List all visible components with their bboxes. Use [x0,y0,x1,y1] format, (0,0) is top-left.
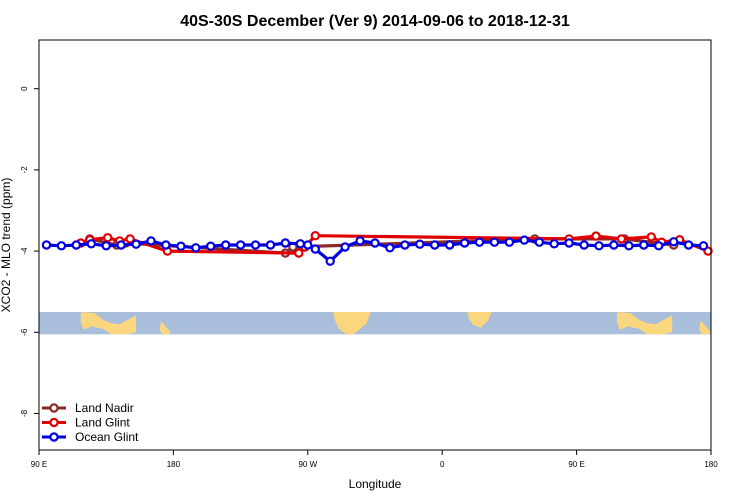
data-point [594,241,604,251]
series-line [46,238,704,263]
data-point [698,241,709,251]
legend-item: Land Nadir [42,401,134,415]
y-tick-label: -4 [20,247,29,255]
legend-label: Land Nadir [75,401,134,415]
world-map-band [39,311,711,335]
australia-shape [80,312,137,335]
x-tick-label: 90 E [568,460,584,469]
data-point [116,240,126,250]
series-2 [41,235,709,266]
series-layer [41,230,713,266]
data-point [235,240,246,250]
south-america-shape [333,312,371,335]
data-point [504,237,515,247]
x-tick-label: 180 [704,460,718,469]
legend-item: Land Glint [42,416,130,430]
data-point [102,232,113,243]
legend-label: Ocean Glint [75,430,139,444]
legend-item: Ocean Glint [42,430,139,444]
data-point [161,240,171,250]
australia-shape-2 [616,312,673,335]
data-point [400,240,410,250]
legend-marker [49,403,59,413]
data-point [624,241,634,251]
data-point [86,239,97,249]
legend-marker [49,432,59,442]
data-point [609,240,619,250]
chart-title: 40S-30S December (Ver 9) 2014-09-06 to 2… [180,13,570,30]
data-point [445,240,455,250]
data-point [534,237,545,247]
data-point [101,241,111,251]
new-zealand-shape [159,320,171,335]
data-point [340,242,350,252]
data-point [294,248,304,258]
plot-frame [38,39,712,451]
data-point [385,243,395,253]
data-point [415,239,425,249]
x-tick-label: 180 [167,460,181,469]
data-point [616,234,627,244]
data-point [459,238,470,248]
data-point [265,240,276,250]
y-tick-label: -2 [20,166,29,174]
data-point [654,241,664,251]
data-point [205,241,216,251]
data-point [220,240,231,250]
data-point [579,240,589,250]
x-tick-label: 90 W [298,460,317,469]
data-point [564,238,574,248]
x-tick-label: 0 [440,460,445,469]
data-point [146,236,156,246]
data-point [295,239,305,249]
data-point [646,232,657,242]
legend-marker [49,417,59,428]
data-point [303,240,313,250]
data-point [280,238,291,248]
data-point [310,230,320,241]
y-tick-label: -8 [20,409,29,417]
data-point [489,237,500,247]
y-tick-label: -6 [20,328,29,336]
data-point [549,239,559,249]
data-point [310,244,320,254]
data-point [683,240,694,250]
legend-label: Land Glint [75,416,130,430]
data-point [355,236,365,246]
data-point [250,240,261,250]
data-point [370,238,380,248]
data-point [176,241,186,251]
data-point [325,256,335,266]
data-point [591,231,601,241]
data-point [639,240,649,250]
data-point [430,240,440,250]
africa-shape [467,312,492,328]
data-point [191,243,201,253]
data-point [519,235,530,245]
x-tick-label: 90 E [31,460,47,469]
data-point [56,241,67,251]
ocean-band [39,311,711,335]
x-axis-label: Longitude [349,477,402,491]
data-point [131,239,141,249]
y-tick-label: 0 [20,86,29,91]
data-point [41,240,52,250]
data-point [669,237,679,247]
data-point [474,237,485,247]
y-axis-label: XCO2 - MLO trend (ppm) [0,178,13,313]
data-point [125,234,135,244]
axes: 90 E 180 90 W 0 90 E 180 0 -2 -4 -6 -8 [20,86,718,469]
data-point [71,240,82,250]
new-zealand-shape-2 [699,320,711,335]
